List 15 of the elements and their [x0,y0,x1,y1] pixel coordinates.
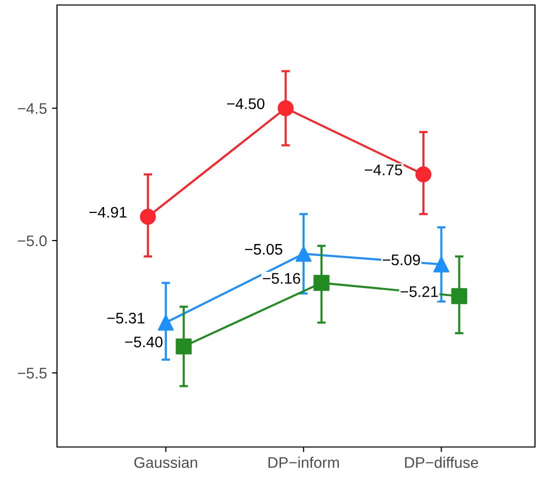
x-tick-label: Gaussian [134,456,198,468]
data-label: −4.91 [89,206,127,218]
data-label: −5.21 [400,286,438,298]
data-label: −5.05 [245,244,282,255]
data-label: −4.75 [364,164,402,176]
data-label: −5.09 [382,254,420,266]
y-tick-label: −4.5 [18,103,47,114]
y-tick-label: −5.5 [18,368,47,379]
data-label: −4.50 [227,98,264,110]
data-label: −5.31 [107,312,144,324]
data-label: −5.40 [125,336,162,348]
x-tick-label: DP−diffuse [405,456,478,468]
x-tick-label: DP−inform [268,456,339,468]
y-tick-label: −5.0 [18,235,47,246]
data-label: −5.16 [262,273,300,284]
